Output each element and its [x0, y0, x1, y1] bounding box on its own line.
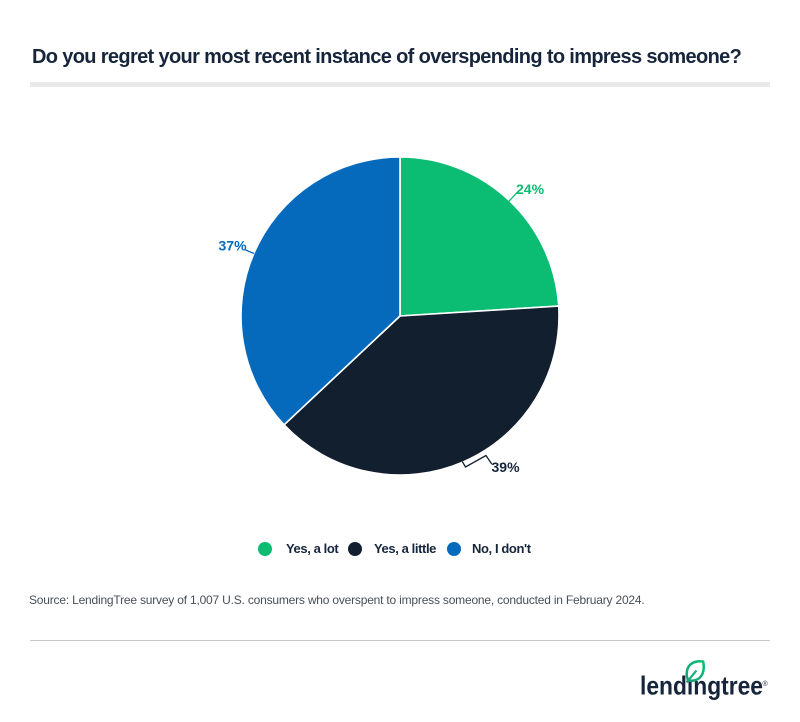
svg-text:39%: 39%: [492, 459, 521, 475]
svg-text:24%: 24%: [516, 181, 545, 197]
svg-text:37%: 37%: [219, 238, 248, 254]
svg-text:®: ®: [763, 680, 769, 688]
